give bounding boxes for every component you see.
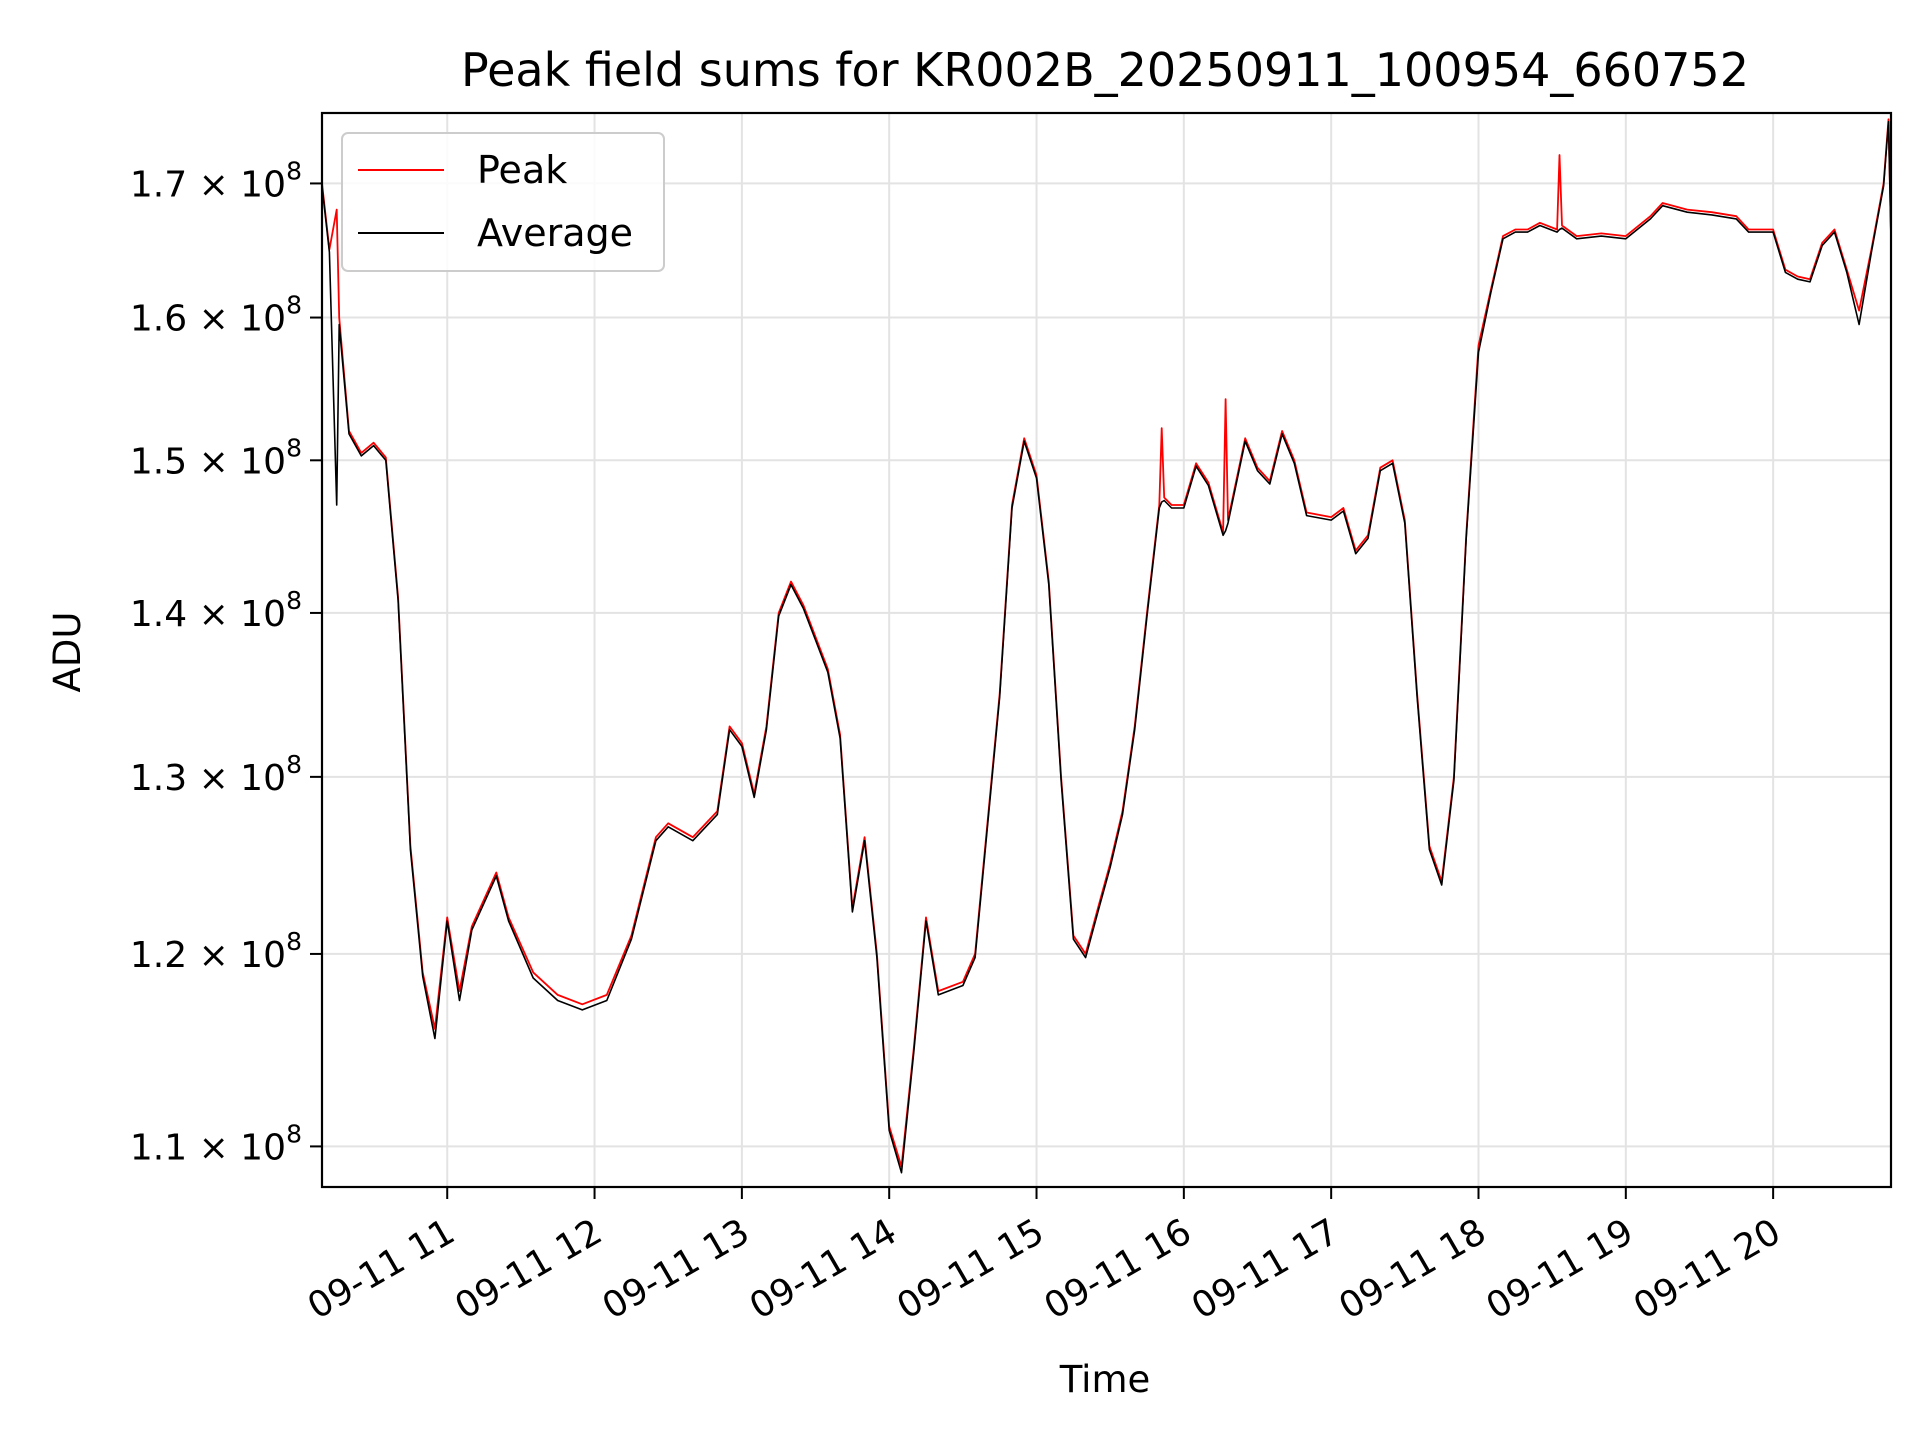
grid <box>322 113 1891 1187</box>
y-tick-label: 81.6 × 10 <box>130 291 302 340</box>
y-tick-label: 81.4 × 10 <box>130 586 302 635</box>
y-tick-label: 81.5 × 10 <box>130 433 302 482</box>
y-tick-label: 81.7 × 10 <box>130 156 302 205</box>
y-tick-mantissa: 1.4 × 10 <box>130 594 286 635</box>
plot-area-frame <box>320 111 1893 1189</box>
y-tick-exponent: 8 <box>286 927 302 956</box>
y-tick-mantissa: 1.7 × 10 <box>130 164 286 205</box>
legend: Peak Average <box>341 132 665 272</box>
x-axis-label: Time <box>1059 1358 1151 1401</box>
legend-label-peak: Peak <box>477 148 567 192</box>
legend-box <box>341 132 665 272</box>
y-tick-mantissa: 1.5 × 10 <box>130 441 286 482</box>
series-line-average <box>321 121 1892 1174</box>
y-tick-mantissa: 1.3 × 10 <box>130 758 286 799</box>
y-axis-label: ADU <box>46 612 89 693</box>
y-tick-mantissa: 1.1 × 10 <box>130 1127 286 1168</box>
legend-label-average: Average <box>477 211 633 255</box>
y-tick-exponent: 8 <box>286 156 302 185</box>
y-tick-exponent: 8 <box>286 1119 302 1148</box>
y-tick-exponent: 8 <box>286 433 302 462</box>
series-lines <box>321 118 1892 1174</box>
y-tick-exponent: 8 <box>286 586 302 615</box>
chart-title: Peak field sums for KR002B_20250911_1009… <box>461 43 1749 97</box>
y-tick-mantissa: 1.6 × 10 <box>130 299 286 340</box>
y-tick-exponent: 8 <box>286 291 302 320</box>
y-tick-label: 81.3 × 10 <box>130 750 302 799</box>
y-tick-label: 81.1 × 10 <box>130 1119 302 1168</box>
y-tick-mantissa: 1.2 × 10 <box>130 935 286 976</box>
y-tick-exponent: 8 <box>286 750 302 779</box>
y-tick-label: 81.2 × 10 <box>130 927 302 976</box>
